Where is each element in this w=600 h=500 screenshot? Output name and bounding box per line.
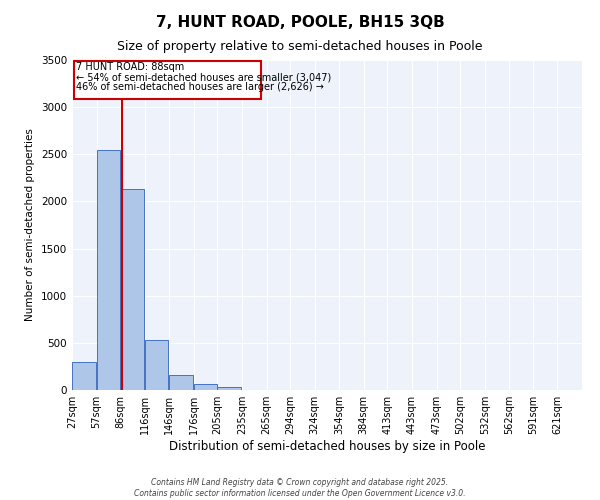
X-axis label: Distribution of semi-detached houses by size in Poole: Distribution of semi-detached houses by … [169, 440, 485, 453]
Text: ← 54% of semi-detached houses are smaller (3,047): ← 54% of semi-detached houses are smalle… [76, 72, 331, 82]
Bar [145, 340, 169, 390]
Text: 46% of semi-detached houses are larger (2,626) →: 46% of semi-detached houses are larger (… [76, 82, 324, 92]
FancyBboxPatch shape [74, 61, 261, 99]
Text: Contains HM Land Registry data © Crown copyright and database right 2025.
Contai: Contains HM Land Registry data © Crown c… [134, 478, 466, 498]
Bar [217, 386, 241, 390]
Text: Size of property relative to semi-detached houses in Poole: Size of property relative to semi-detach… [117, 40, 483, 53]
Bar [169, 376, 193, 390]
Text: 7 HUNT ROAD: 88sqm: 7 HUNT ROAD: 88sqm [76, 62, 184, 72]
Bar [194, 384, 217, 390]
Bar [72, 362, 96, 390]
Text: 7, HUNT ROAD, POOLE, BH15 3QB: 7, HUNT ROAD, POOLE, BH15 3QB [155, 15, 445, 30]
Bar [120, 189, 144, 390]
Y-axis label: Number of semi-detached properties: Number of semi-detached properties [25, 128, 35, 322]
Bar [97, 150, 120, 390]
